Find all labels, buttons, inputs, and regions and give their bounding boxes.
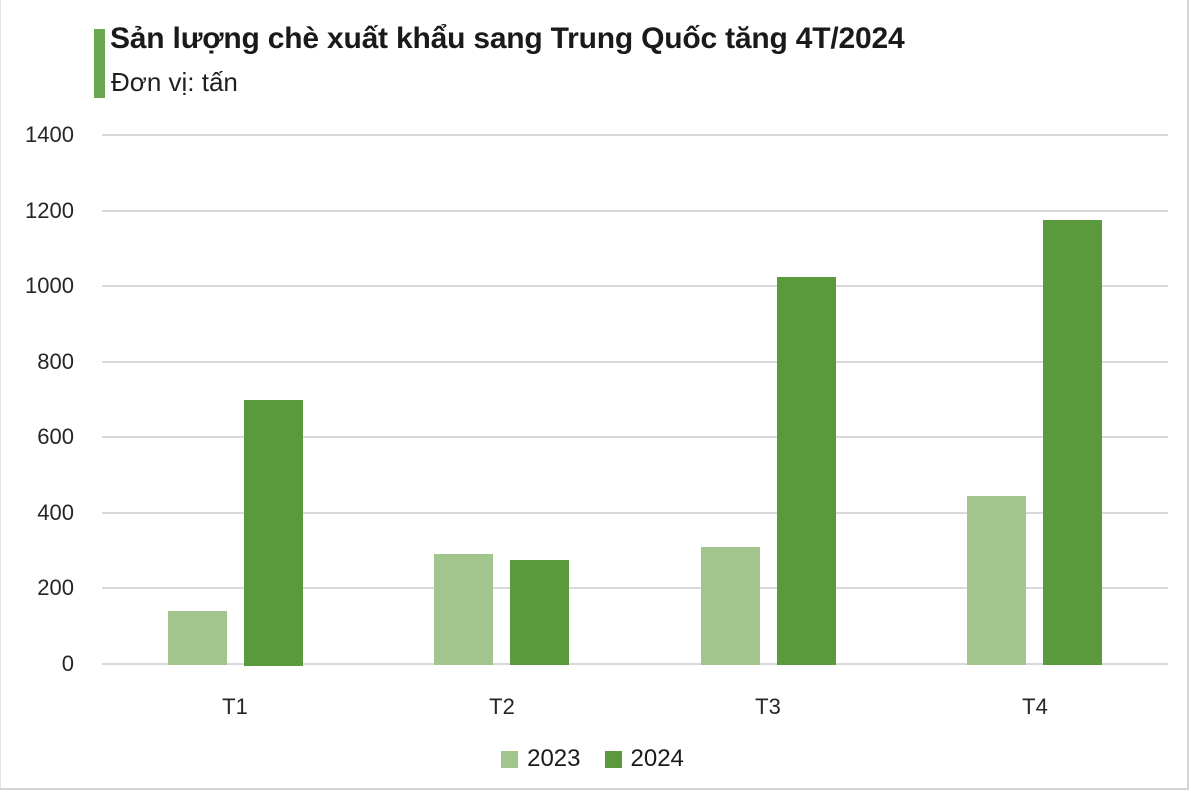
- legend-swatch-2024: [604, 750, 622, 768]
- y-axis-tick-label: 1400: [25, 122, 74, 147]
- gridline: [102, 285, 1168, 287]
- legend-label: 2023: [527, 745, 581, 772]
- chart-title: Sản lượng chè xuất khẩu sang Trung Quốc …: [110, 22, 905, 55]
- y-axis-tick-label: 1000: [25, 273, 74, 298]
- title-accent-bar: [94, 29, 105, 98]
- bar-2024-T1: [244, 400, 303, 666]
- y-axis-tick-label: 1200: [25, 198, 74, 223]
- legend-swatch-2023: [501, 750, 519, 768]
- legend-label: 2024: [630, 745, 684, 772]
- gridline: [102, 587, 1168, 589]
- gridline: [102, 210, 1168, 212]
- y-axis-tick-label: 200: [37, 575, 74, 600]
- legend-item-2024: 2024: [604, 745, 684, 773]
- bar-2024-T4: [1043, 220, 1102, 665]
- bottom-border: [0, 788, 1189, 790]
- x-axis-tick-label: T3: [755, 694, 781, 719]
- legend-item-2023: 2023: [501, 745, 581, 773]
- left-border: [0, 0, 1, 788]
- gridline: [102, 134, 1168, 136]
- legend: 2023 2024: [0, 745, 1185, 773]
- right-border: [1187, 0, 1189, 790]
- gridline: [102, 436, 1168, 438]
- chart-subtitle: Đơn vị: tấn: [111, 67, 238, 97]
- x-axis-tick-label: T4: [1022, 694, 1048, 719]
- bar-2023-T1: [168, 611, 227, 665]
- bar-2023-T3: [701, 547, 760, 665]
- y-axis-tick-label: 0: [61, 651, 74, 676]
- y-axis-tick-label: 600: [37, 424, 74, 449]
- bar-2024-T3: [777, 277, 836, 665]
- x-axis-tick-label: T2: [489, 694, 515, 719]
- bar-2023-T2: [434, 554, 493, 665]
- bar-2023-T4: [967, 496, 1026, 665]
- gridline: [102, 663, 1168, 665]
- y-axis-tick-label: 800: [37, 349, 74, 374]
- y-axis-tick-label: 400: [37, 500, 74, 525]
- gridline: [102, 512, 1168, 514]
- x-axis-tick-label: T1: [222, 694, 248, 719]
- bar-2024-T2: [510, 560, 569, 665]
- gridline: [102, 361, 1168, 363]
